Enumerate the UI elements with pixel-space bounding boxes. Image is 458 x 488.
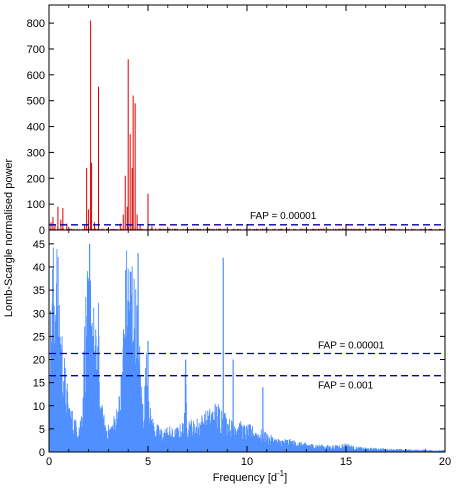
ytick-label-200: 200 (27, 173, 45, 185)
ytick-label-35: 35 (33, 285, 45, 297)
top-fap-lines: FAP = 0.00001 (49, 211, 445, 226)
ytick-label-100: 100 (27, 199, 45, 211)
ytick-label-10: 10 (33, 401, 45, 413)
power-spectrum (48, 247, 446, 452)
x-axis-label-end: ] (284, 472, 287, 484)
ytick-label-15: 15 (33, 378, 45, 390)
bottom-series (48, 243, 446, 452)
ytick-label-800: 800 (27, 18, 45, 30)
ytick-label-400: 400 (27, 122, 45, 134)
top-ticks: 0 100 200 300 400 500 600 700 800 (27, 5, 446, 237)
ytick-label-500: 500 (27, 96, 45, 108)
ytick-label-0: 0 (39, 225, 45, 237)
top-series (48, 20, 446, 230)
x-axis-label-sup: -1 (277, 469, 285, 478)
ytick-label-25: 25 (33, 331, 45, 343)
ytick-label-600: 600 (27, 70, 45, 82)
fap-label-0: FAP = 0.00001 (318, 340, 385, 351)
ytick-label-30: 30 (33, 308, 45, 320)
ytick-label-0: 0 (39, 447, 45, 459)
ytick-label-45: 45 (33, 239, 45, 251)
bottom-panel: FAP = 0.00001 FAP = 0.001 0 5 10 15 20 25 30 35 4… (33, 229, 451, 468)
fap-label-1: FAP = 0.001 (318, 381, 374, 392)
ytick-label-5: 5 (39, 424, 45, 436)
xtick-label-20: 20 (439, 456, 451, 468)
bottom-plot-frame (48, 229, 446, 453)
ytick-label-700: 700 (27, 44, 45, 56)
x-axis-label-main: Frequency [d (213, 472, 277, 484)
xtick-label-0: 0 (46, 456, 52, 468)
x-axis-label: Frequency [d-1] (213, 469, 287, 484)
xtick-label-10: 10 (241, 456, 253, 468)
fap-label-0: FAP = 0.00001 (250, 211, 317, 222)
top-plot-frame (48, 4, 446, 231)
top-panel: FAP = 0.00001 0 100 200 300 400 500 600 700 800 (27, 4, 446, 237)
ytick-label-20: 20 (33, 355, 45, 367)
bottom-fap-lines: FAP = 0.00001 FAP = 0.001 (49, 340, 445, 392)
ytick-label-40: 40 (33, 262, 45, 274)
ytick-label-300: 300 (27, 147, 45, 159)
xtick-label-5: 5 (145, 456, 151, 468)
y-axis-label: Lomb-Scargle normalised power (3, 158, 15, 317)
xtick-label-15: 15 (340, 456, 352, 468)
